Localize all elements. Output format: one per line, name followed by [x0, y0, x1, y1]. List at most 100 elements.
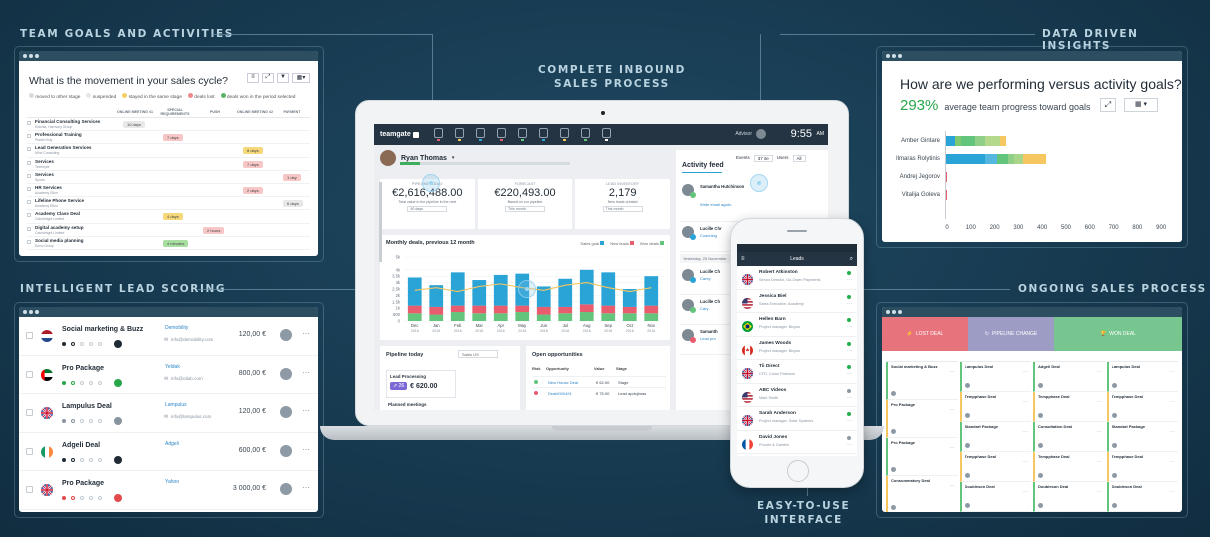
- table-row[interactable]: Lead Generation Services Mind Consulting 8…: [27, 144, 310, 158]
- phone-lead-name[interactable]: Hellen Barn: [759, 317, 786, 322]
- avatar[interactable]: [964, 413, 970, 418]
- phone-lead-name[interactable]: Jessica Biel: [759, 293, 787, 299]
- more-icon[interactable]: ⋯: [847, 441, 852, 448]
- more-icon[interactable]: ⋯: [1170, 459, 1175, 465]
- avatar[interactable]: [380, 150, 396, 166]
- expand-icon[interactable]: ⤢: [1100, 98, 1116, 112]
- phone-lead-name[interactable]: David Jones: [759, 434, 788, 440]
- avatar[interactable]: [1038, 443, 1043, 448]
- bar-new-leads[interactable]: [515, 305, 530, 313]
- avatar[interactable]: [1111, 413, 1117, 418]
- deal-name[interactable]: Academy Class Deal: [35, 211, 80, 217]
- phone-lead-item[interactable]: ABC Videos Mark Smith ⋯: [737, 384, 857, 407]
- more-icon[interactable]: ⋯: [949, 483, 955, 489]
- checkbox[interactable]: [27, 121, 31, 125]
- avatar[interactable]: [891, 429, 896, 434]
- deal-card[interactable]: Adgeli Deal ⋯: [1033, 362, 1105, 392]
- building-icon[interactable]: [476, 128, 485, 141]
- avatar[interactable]: [1038, 473, 1043, 478]
- deal-name[interactable]: Lead Generation Services: [35, 145, 92, 151]
- avatar[interactable]: [891, 467, 896, 472]
- deal-name[interactable]: Services: [35, 158, 54, 164]
- bar-won-deals[interactable]: [622, 313, 637, 321]
- pipeline-change-zone[interactable]: ↻ PIPELINE CHANGE: [968, 317, 1054, 351]
- checkbox[interactable]: [26, 447, 33, 455]
- chat-icon[interactable]: [518, 128, 527, 141]
- bar-new-leads[interactable]: [601, 305, 616, 314]
- avatar[interactable]: [280, 444, 292, 457]
- lost-deal-zone[interactable]: ⚡ LOST DEAL: [882, 317, 968, 351]
- bar-sales-goal[interactable]: [601, 272, 616, 306]
- menu-icon[interactable]: ≡: [741, 256, 745, 262]
- more-icon[interactable]: ⋯: [1023, 429, 1028, 435]
- bar-sales-goal[interactable]: [644, 276, 659, 306]
- more-icon[interactable]: ⋯: [1023, 459, 1028, 465]
- brand-logo[interactable]: teamgate: [380, 131, 411, 138]
- bar-won-deals[interactable]: [472, 313, 487, 321]
- deal-name[interactable]: Social media planning: [35, 237, 84, 243]
- bar-won-deals[interactable]: [558, 313, 573, 321]
- kpi-select[interactable]: 90 days: [407, 206, 448, 212]
- deal-name[interactable]: HR Services: [35, 184, 62, 190]
- more-icon[interactable]: ⋯: [1096, 399, 1102, 405]
- lead-name[interactable]: Pro Package: [62, 364, 105, 372]
- bar-new-leads[interactable]: [450, 305, 465, 313]
- deal-name[interactable]: Financial Consulting Services: [35, 119, 101, 124]
- bar-sales-goal[interactable]: [579, 269, 594, 305]
- deal-card[interactable]: Tempphase Deal ⋯: [1106, 392, 1178, 422]
- more-icon[interactable]: ⋯: [847, 394, 852, 401]
- user-name[interactable]: Ryan Thomas: [401, 154, 447, 162]
- bar-won-deals[interactable]: [579, 312, 594, 321]
- more-icon[interactable]: ⋯: [1023, 489, 1028, 495]
- deal-card[interactable]: Tempphase Deal ⋯: [1033, 392, 1105, 422]
- avatar[interactable]: [891, 391, 896, 396]
- more-icon[interactable]: ⋯: [847, 371, 852, 377]
- more-icon[interactable]: ⋯: [847, 277, 852, 283]
- more-icon[interactable]: ⋯: [1170, 399, 1175, 405]
- feed-author[interactable]: Samanth: [700, 329, 718, 334]
- checkbox[interactable]: [27, 160, 31, 165]
- more-icon[interactable]: ⋯: [1170, 429, 1175, 435]
- home-button[interactable]: [787, 460, 809, 482]
- checkbox[interactable]: [27, 173, 31, 178]
- avatar[interactable]: [964, 503, 970, 508]
- phone-lead-item[interactable]: Jessica Biel Sales Executive, Academy ⋯: [737, 290, 857, 313]
- more-icon[interactable]: ⋯: [302, 367, 310, 377]
- bar-new-leads[interactable]: [579, 304, 594, 313]
- feed-users-select[interactable]: All: [792, 155, 806, 162]
- avatar[interactable]: [280, 406, 292, 418]
- tag-icon[interactable]: [581, 128, 590, 141]
- more-icon[interactable]: ⋯: [847, 324, 852, 330]
- more-icon[interactable]: ⋯: [1170, 369, 1175, 375]
- bar-sales-goal[interactable]: [450, 272, 465, 306]
- lead-name[interactable]: Lampulus Deal: [62, 403, 112, 410]
- feed-events-select[interactable]: 37 ite: [753, 155, 773, 162]
- checkbox[interactable]: [27, 200, 31, 205]
- checkbox[interactable]: [27, 134, 31, 139]
- bar-new-leads[interactable]: [407, 305, 422, 314]
- lead-email[interactable]: info@oilab.com: [171, 375, 203, 381]
- filter-icon[interactable]: ▼: [277, 73, 289, 83]
- more-icon[interactable]: ⋯: [1170, 489, 1175, 495]
- deal-card[interactable]: Pro Package ⋯: [886, 438, 958, 476]
- bar-sales-goal[interactable]: [536, 286, 551, 307]
- avatar[interactable]: [1038, 383, 1043, 388]
- phone-lead-name[interactable]: ABC Videos: [759, 387, 787, 393]
- search-icon[interactable]: ⌕: [849, 255, 853, 262]
- avatar[interactable]: [1038, 413, 1043, 418]
- expand-icon[interactable]: ⤢: [262, 73, 274, 83]
- more-icon[interactable]: ⋯: [1096, 429, 1102, 435]
- lead-name[interactable]: Pro Package: [62, 480, 105, 487]
- phone-lead-name[interactable]: Tii Direct: [759, 364, 780, 369]
- bar-sales-goal[interactable]: [407, 277, 422, 306]
- checkbox[interactable]: [26, 409, 33, 416]
- checkbox[interactable]: [26, 370, 33, 378]
- bar-won-deals[interactable]: [536, 314, 551, 321]
- more-icon[interactable]: ⋯: [302, 483, 310, 492]
- opp-row[interactable]: New House Deal € 62.00 Stage: [532, 376, 666, 387]
- avatar[interactable]: [756, 129, 766, 139]
- phone-lead-name[interactable]: Sarah Anderson: [759, 411, 796, 416]
- avatar[interactable]: [1111, 473, 1117, 478]
- checkbox[interactable]: [26, 332, 33, 339]
- avatar[interactable]: [1111, 383, 1117, 388]
